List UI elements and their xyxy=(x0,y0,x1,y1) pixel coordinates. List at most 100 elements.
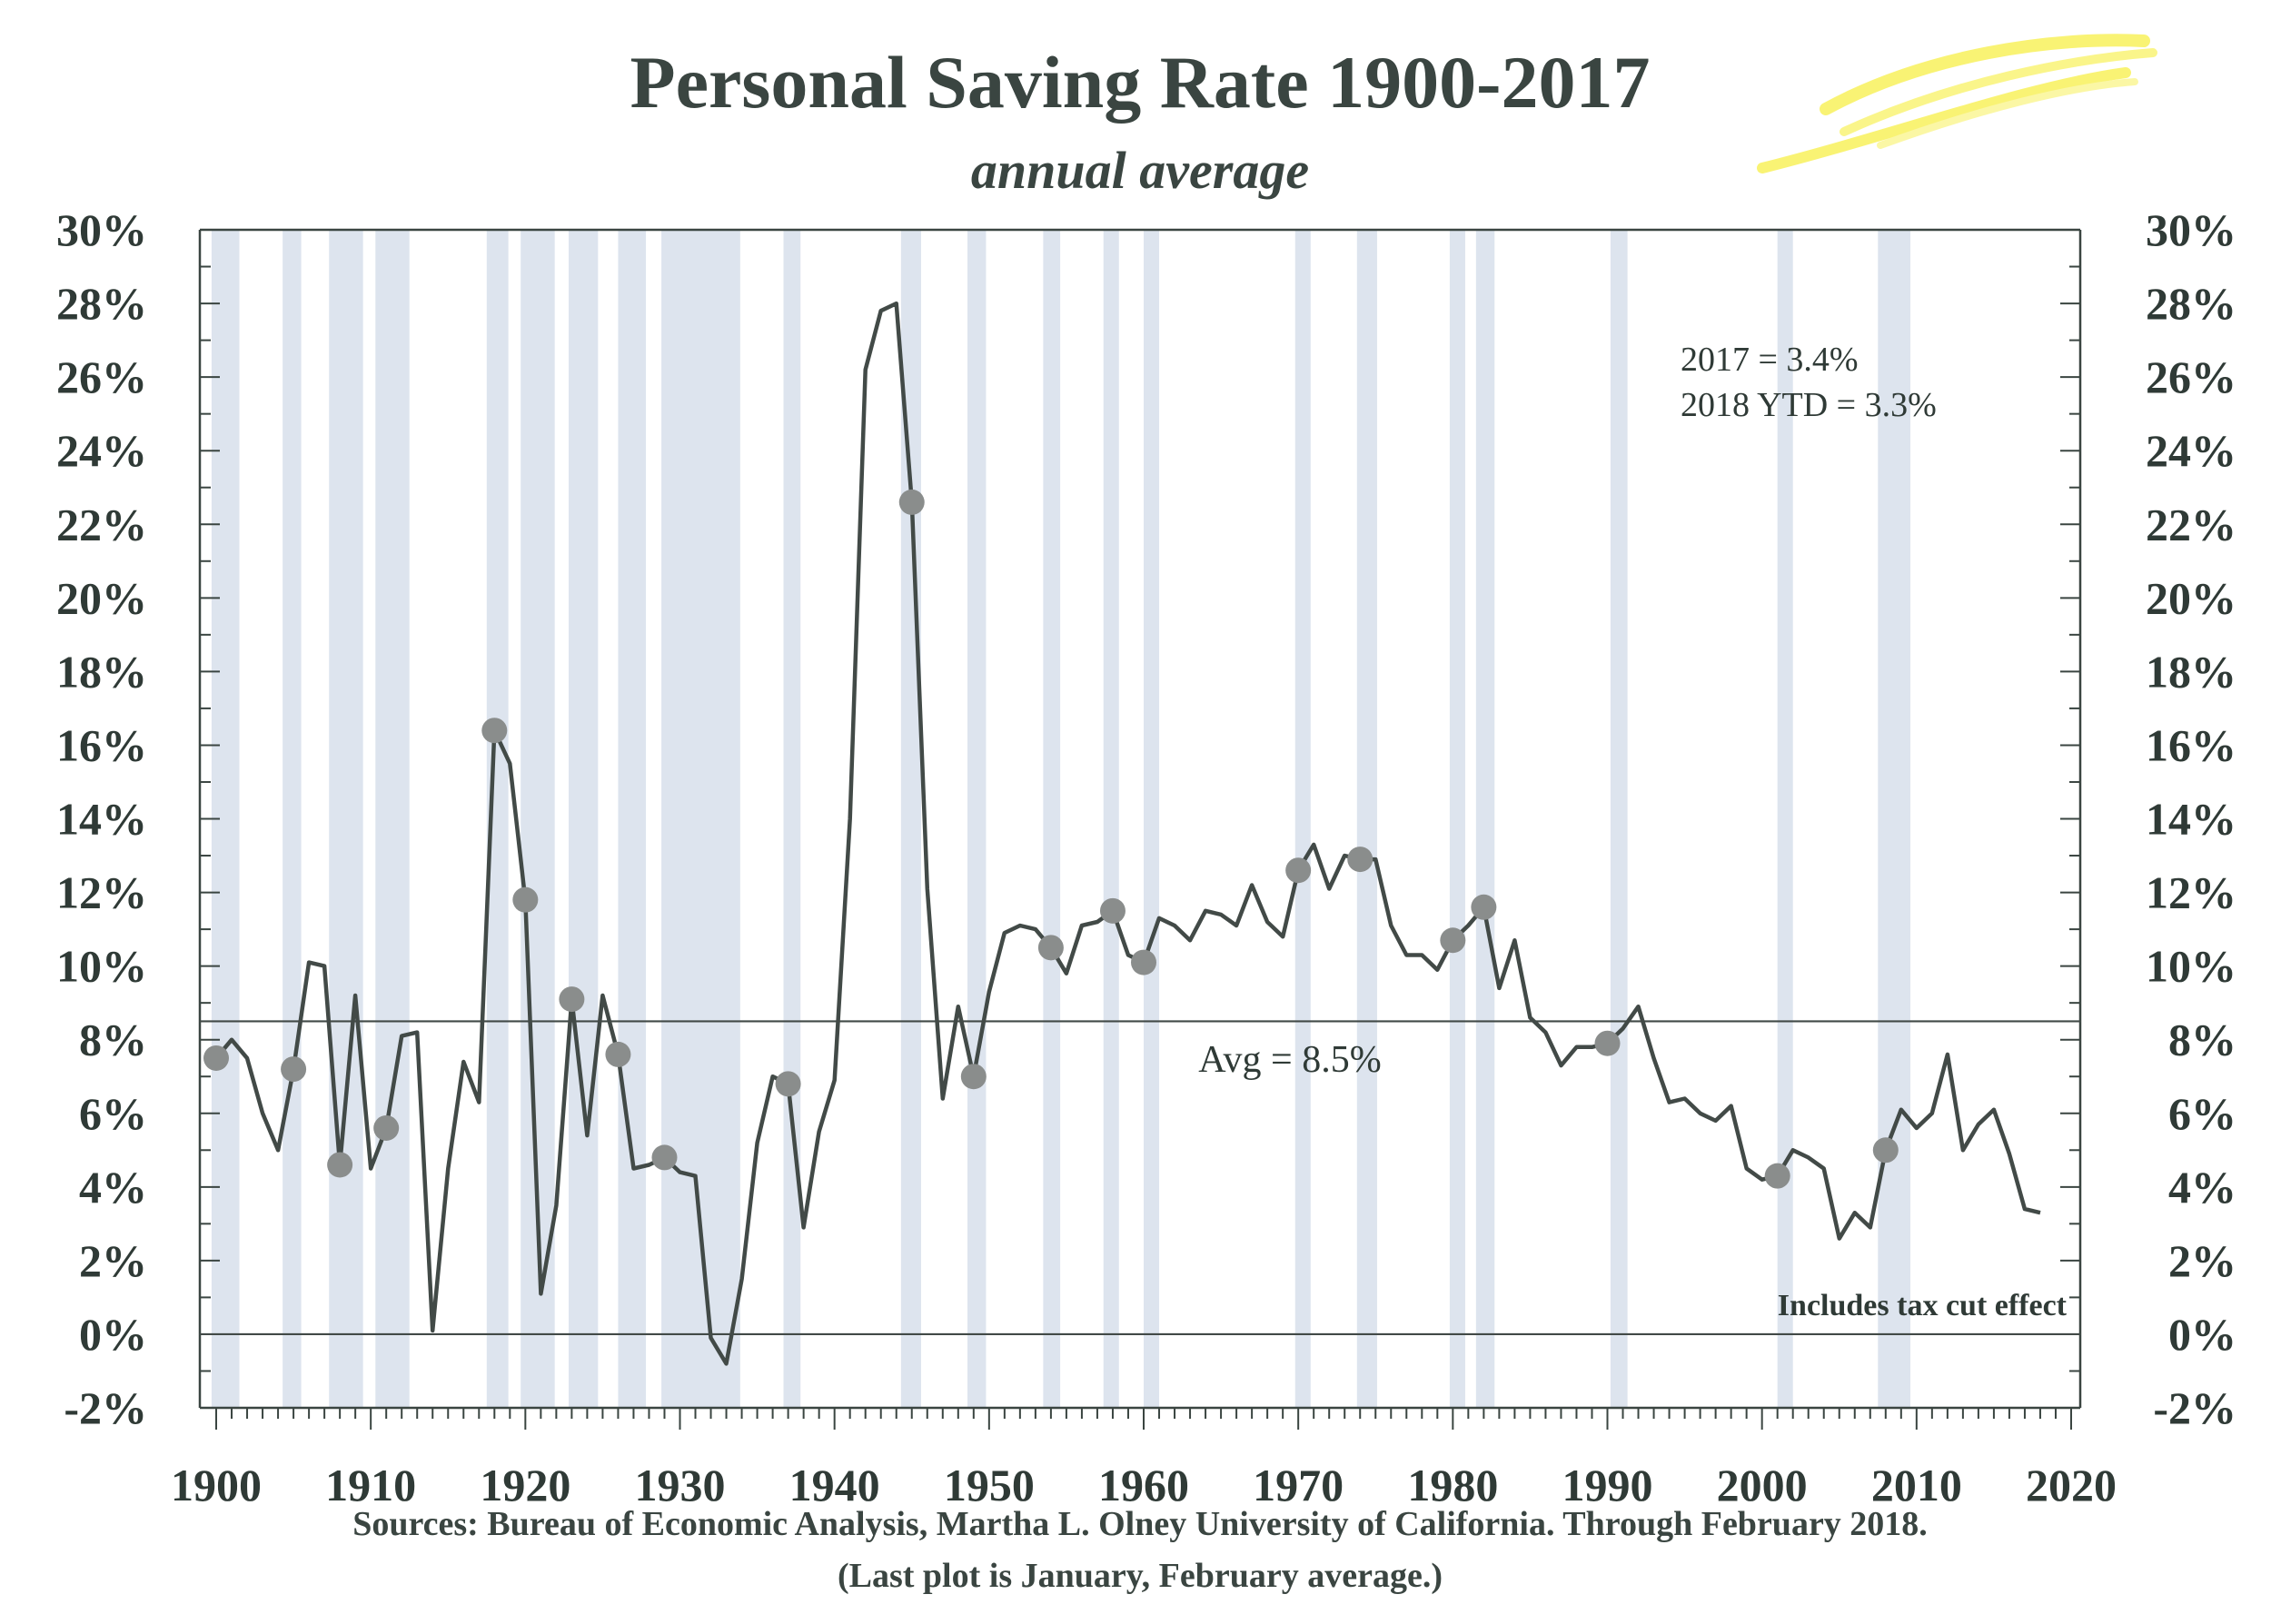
y-tick-label-left: 20% xyxy=(56,572,147,623)
annotation-tax-cut: Includes tax cut effect xyxy=(1778,1289,2068,1322)
x-tick-label: 1990 xyxy=(1562,1460,1653,1510)
marker-1982 xyxy=(1471,894,1497,920)
marker-1958 xyxy=(1099,897,1126,924)
marker-1926 xyxy=(605,1041,631,1067)
chart-title: Personal Saving Rate 1900-2017 xyxy=(630,41,1651,124)
annotation-2017: 2017 = 3.4% xyxy=(1681,341,1859,379)
recession-band-17 xyxy=(1449,230,1465,1408)
marker-1923 xyxy=(559,986,585,1013)
marker-1974 xyxy=(1347,847,1374,873)
recession-bands xyxy=(211,230,1911,1408)
x-tick-label: 2020 xyxy=(2026,1460,2117,1510)
x-tick-label: 1950 xyxy=(944,1460,1035,1510)
y-tick-label-right: 8% xyxy=(2168,1015,2236,1065)
x-tick-label: 1980 xyxy=(1407,1460,1498,1510)
x-tick-label: 1930 xyxy=(635,1460,726,1510)
x-tick-label: 1910 xyxy=(325,1460,416,1510)
marker-1945 xyxy=(898,489,925,515)
y-tick-label-left: 16% xyxy=(56,719,147,770)
y-tick-label-right: 14% xyxy=(2146,794,2236,845)
y-tick-label-left: 26% xyxy=(56,352,147,402)
marker-1990 xyxy=(1594,1030,1621,1056)
reference-lines xyxy=(200,1020,2080,1336)
marker-1908 xyxy=(327,1152,353,1178)
recession-band-20 xyxy=(1777,230,1793,1408)
y-tick-label-right: 0% xyxy=(2168,1309,2236,1360)
y-tick-label-right: 16% xyxy=(2146,719,2236,770)
x-tick-label: 1940 xyxy=(789,1460,880,1510)
recession-band-13 xyxy=(1103,230,1119,1408)
recession-band-10 xyxy=(900,230,921,1408)
y-tick-label-left: 6% xyxy=(79,1088,147,1139)
recession-band-15 xyxy=(1294,230,1311,1408)
recession-band-16 xyxy=(1356,230,1377,1408)
y-tick-label-right: 28% xyxy=(2146,278,2236,329)
marker-1918 xyxy=(481,718,508,744)
y-tick-label-left: 14% xyxy=(56,794,147,845)
y-tick-label-left: 18% xyxy=(56,646,147,697)
recession-band-4 xyxy=(486,230,509,1408)
chart-subtitle: annual average xyxy=(971,141,1309,200)
y-tick-label-right: 26% xyxy=(2146,352,2236,402)
marker-2001 xyxy=(1764,1163,1790,1189)
x-tick-label: 1970 xyxy=(1253,1460,1344,1510)
recession-band-2 xyxy=(329,230,363,1408)
marker-1929 xyxy=(651,1144,678,1171)
highlighter-mark xyxy=(1757,34,2157,173)
marker-1970 xyxy=(1285,857,1312,884)
x-tick-label: 2000 xyxy=(1717,1460,1808,1510)
y-tick-label-right: 4% xyxy=(2168,1162,2236,1213)
recession-band-1 xyxy=(283,230,302,1408)
axis-ticks: -2% -2% 0% 0% 2% 2% 4% 4% 6% 6% 8% 8% 10% 10% 12% 12% 14… xyxy=(56,204,2236,1510)
marker-1937 xyxy=(775,1071,801,1097)
y-tick-label-left: 4% xyxy=(79,1162,147,1213)
y-tick-label-right: 20% xyxy=(2146,572,2236,623)
recession-band-7 xyxy=(618,230,647,1408)
marker-1905 xyxy=(281,1056,307,1083)
marker-2008 xyxy=(1872,1137,1899,1164)
y-tick-label-left: 30% xyxy=(56,204,147,255)
recession-band-6 xyxy=(568,230,599,1408)
y-tick-label-right: 10% xyxy=(2146,941,2236,992)
y-tick-label-left: 22% xyxy=(56,499,147,550)
recession-band-18 xyxy=(1475,230,1495,1408)
y-tick-label-left: 24% xyxy=(56,425,147,476)
recession-band-21 xyxy=(1878,230,1911,1408)
y-tick-label-right: 24% xyxy=(2146,425,2236,476)
average-label: Avg = 8.5% xyxy=(1198,1039,1381,1081)
marker-1949 xyxy=(960,1064,987,1090)
marker-1900 xyxy=(203,1045,229,1071)
y-tick-label-left: 12% xyxy=(56,867,147,918)
recession-band-3 xyxy=(375,230,410,1408)
y-tick-label-right: 30% xyxy=(2146,204,2236,255)
y-tick-label-left: 0% xyxy=(79,1309,147,1360)
recession-band-11 xyxy=(967,230,987,1408)
recession-band-19 xyxy=(1610,230,1628,1408)
y-tick-label-left: 8% xyxy=(79,1015,147,1065)
marker-1960 xyxy=(1131,949,1156,975)
x-tick-label: 1920 xyxy=(480,1460,570,1510)
data-markers xyxy=(203,489,1899,1189)
y-tick-label-left: 28% xyxy=(56,278,147,329)
y-tick-label-right: 18% xyxy=(2146,646,2236,697)
y-tick-label-left: 10% xyxy=(56,941,147,992)
y-tick-label-left: -2% xyxy=(64,1382,147,1433)
marker-1920 xyxy=(512,886,539,913)
source-note: (Last plot is January, February average.… xyxy=(838,1557,1443,1595)
y-tick-label-right: 6% xyxy=(2168,1088,2236,1139)
recession-band-9 xyxy=(783,230,801,1408)
recession-band-12 xyxy=(1043,230,1061,1408)
y-tick-label-right: 22% xyxy=(2146,499,2236,550)
marker-1911 xyxy=(373,1114,400,1141)
source-line: Sources: Bureau of Economic Analysis, Ma… xyxy=(352,1505,1928,1543)
x-tick-label: 1960 xyxy=(1098,1460,1189,1510)
y-tick-label-left: 2% xyxy=(79,1235,147,1286)
y-tick-label-right: 12% xyxy=(2146,867,2236,918)
y-tick-label-right: -2% xyxy=(2153,1382,2236,1433)
annotation-2018-ytd: 2018 YTD = 3.3% xyxy=(1681,386,1937,424)
x-tick-label: 1900 xyxy=(171,1460,262,1510)
recession-band-14 xyxy=(1144,230,1160,1408)
marker-1980 xyxy=(1440,927,1466,954)
x-tick-label: 2010 xyxy=(1871,1460,1962,1510)
